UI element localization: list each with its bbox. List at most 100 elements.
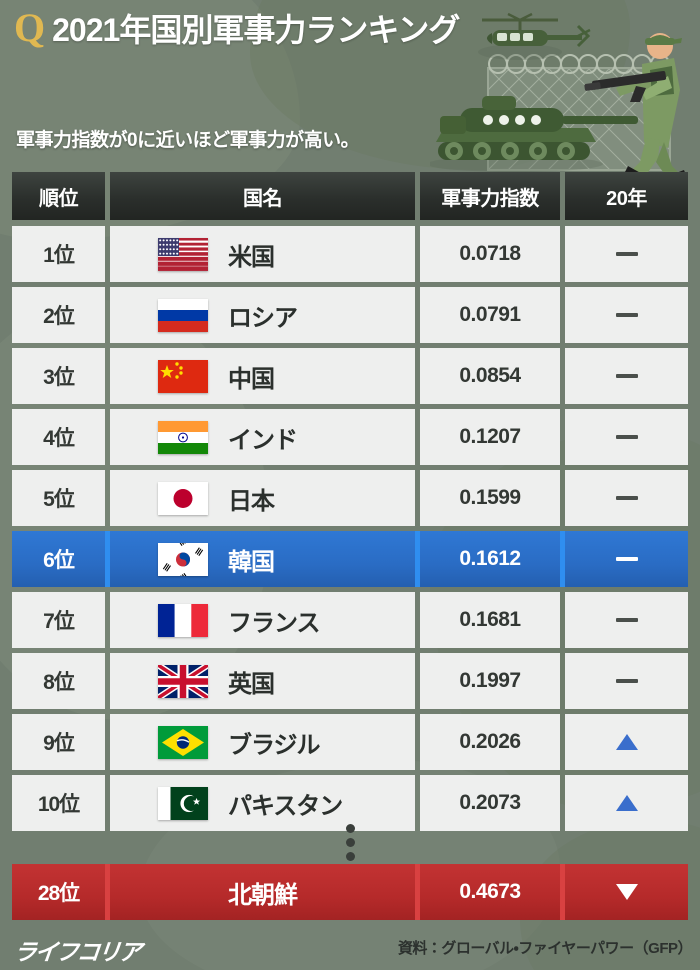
country-wrap: 米国	[110, 237, 415, 272]
dash-icon	[615, 557, 638, 561]
rank-label: 28位	[37, 882, 80, 905]
rank-cell: 9位	[12, 714, 105, 770]
country-label: 日本	[228, 487, 275, 515]
change-cell	[565, 409, 688, 465]
column-header-country: 国名	[110, 172, 415, 220]
rifle-icon	[584, 71, 667, 102]
country-wrap: インド	[110, 420, 415, 455]
country-wrap: フランス	[110, 603, 415, 638]
country-cell: ロシア	[110, 287, 415, 343]
table-row[interactable]: 9位 ブラジル 0.2026	[12, 714, 688, 770]
change-cell	[565, 592, 688, 648]
flag-icon-us	[158, 237, 208, 271]
index-cell: 0.1599	[420, 470, 560, 526]
country-label: 韓国	[228, 548, 275, 576]
footer: ライフコリア 資料：グローバル・ファイヤーパワー（GFP）	[0, 925, 700, 970]
country-cell: ブラジル	[110, 714, 415, 770]
column-divider	[560, 531, 565, 587]
flag-icon-cn	[158, 359, 208, 393]
flag-icon-in	[158, 420, 208, 454]
index-value: 0.1599	[459, 486, 521, 509]
country-label: 北朝鮮	[228, 881, 298, 909]
index-value: 0.1612	[459, 547, 521, 570]
rank-cell: 5位	[12, 470, 105, 526]
rank-cell: 2位	[12, 287, 105, 343]
page-title: 2021年国別軍事力ランキング	[52, 12, 460, 48]
rank-cell: 7位	[12, 592, 105, 648]
rank-label: 4位	[43, 427, 75, 450]
change-cell	[565, 775, 688, 831]
column-divider	[415, 864, 420, 920]
country-cell: 日本	[110, 470, 415, 526]
tank-icon	[427, 96, 638, 172]
country-wrap: ロシア	[110, 298, 415, 333]
ellipsis-dot	[345, 823, 355, 833]
rank-label: 10位	[37, 793, 80, 816]
table-row[interactable]: 5位 日本 0.1599	[12, 470, 688, 526]
index-value: 0.1681	[459, 608, 521, 631]
country-label: 中国	[228, 365, 275, 393]
country-cell: 中国	[110, 348, 415, 404]
column-header-change: 20年	[565, 172, 688, 220]
illustration-svg	[427, 12, 688, 186]
change-cell	[565, 864, 688, 920]
flag-icon-pk	[158, 786, 208, 820]
index-value: 0.0791	[459, 303, 521, 326]
index-cell: 0.1207	[420, 409, 560, 465]
rank-label: 1位	[43, 244, 75, 267]
soldier-icon	[584, 33, 688, 186]
change-cell	[565, 348, 688, 404]
source-attribution: 資料：グローバル・ファイヤーパワー（GFP）	[397, 940, 693, 957]
table-row[interactable]: 1位 米国 0.0718	[12, 226, 688, 282]
dash-icon	[615, 313, 638, 317]
rank-label: 2位	[43, 305, 75, 328]
dash-icon	[615, 374, 638, 378]
rank-cell: 8位	[12, 653, 105, 709]
dash-icon	[615, 252, 638, 256]
country-cell: パキスタン	[110, 775, 415, 831]
country-label: 英国	[228, 670, 275, 698]
country-cell: 北朝鮮	[110, 864, 415, 920]
change-cell	[565, 287, 688, 343]
change-cell	[565, 226, 688, 282]
index-value: 0.1997	[459, 669, 521, 692]
brand-logo: ライフコリア	[12, 939, 142, 965]
table-row[interactable]: 6位 韓国 0.1612	[12, 531, 688, 587]
table-row[interactable]: 4位 インド 0.1207	[12, 409, 688, 465]
table-row[interactable]: 10位 パキスタン 0.2073	[12, 775, 688, 831]
country-wrap: 日本	[110, 481, 415, 516]
index-value: 0.4673	[459, 880, 521, 903]
table-header-row: 順位 国名 軍事力指数 20年	[12, 172, 688, 220]
rank-cell: 6位	[12, 531, 105, 587]
table-row[interactable]: 3位 中国 0.0854	[12, 348, 688, 404]
index-cell: 0.2073	[420, 775, 560, 831]
flag-icon-ru	[158, 298, 208, 332]
table-row[interactable]: 8位 英国 0.1997	[12, 653, 688, 709]
arrow-up-icon	[615, 734, 638, 750]
flag-icon-kr	[158, 542, 208, 576]
change-cell	[565, 470, 688, 526]
index-value: 0.1207	[459, 425, 521, 448]
table-row[interactable]: 7位 フランス 0.1681	[12, 592, 688, 648]
country-cell: インド	[110, 409, 415, 465]
rank-label: 6位	[43, 549, 75, 572]
q-logo-mark: Q	[14, 5, 46, 50]
flag-icon-fr	[158, 603, 208, 637]
table-row-north-korea: 28位 北朝鮮 0.4673	[12, 864, 688, 920]
dash-icon	[615, 618, 638, 622]
column-divider	[560, 864, 565, 920]
country-wrap: パキスタン	[110, 786, 415, 821]
dash-icon	[615, 435, 638, 439]
column-divider	[105, 864, 110, 920]
index-cell: 0.2026	[420, 714, 560, 770]
ranking-table: 順位 国名 軍事力指数 20年 1位 米国 0.0718	[12, 172, 688, 836]
country-wrap: 英国	[110, 664, 415, 699]
country-label: フランス	[228, 609, 321, 637]
country-label: 米国	[228, 243, 275, 271]
index-value: 0.2073	[459, 791, 521, 814]
index-cell: 0.1997	[420, 653, 560, 709]
header: Q 2021年国別軍事力ランキング 軍事力指数が0に近いほど軍事力が高い。	[0, 0, 700, 172]
table-row[interactable]: 2位 ロシア 0.0791	[12, 287, 688, 343]
country-wrap: ブラジル	[110, 725, 415, 760]
country-label: ブラジル	[228, 731, 321, 759]
